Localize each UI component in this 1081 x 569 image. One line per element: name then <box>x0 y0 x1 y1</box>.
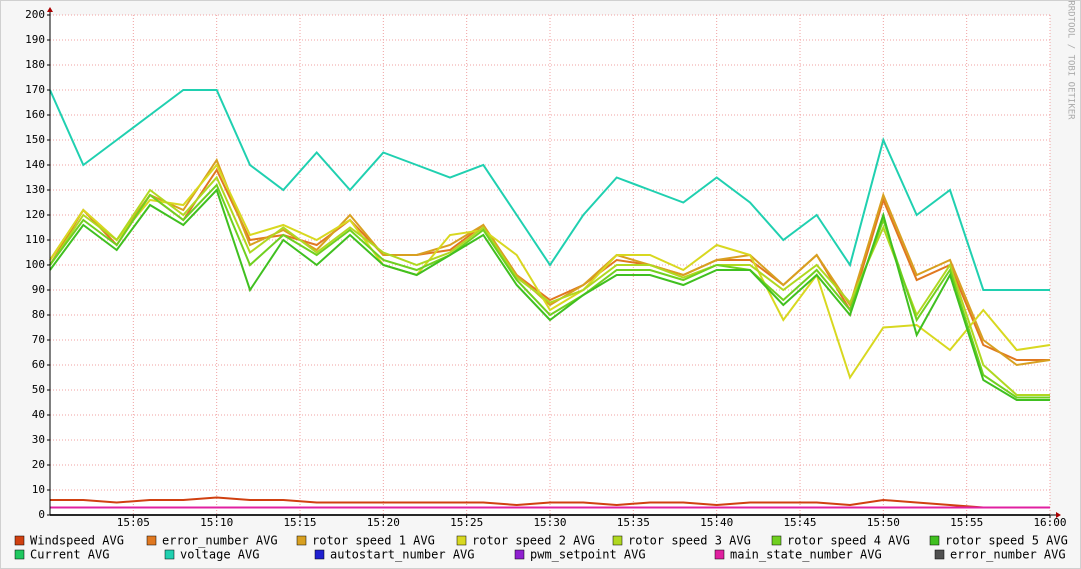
y-tick-label: 90 <box>32 283 45 296</box>
series-line <box>49 183 1050 399</box>
legend-label: rotor speed 1 AVG <box>312 534 435 548</box>
x-tick-label: 15:50 <box>867 516 900 529</box>
x-tick-label: 15:20 <box>367 516 400 529</box>
legend-swatch <box>612 535 623 546</box>
y-tick-label: 180 <box>25 58 45 71</box>
legend-label: voltage AVG <box>180 548 259 562</box>
y-tick-label: 110 <box>25 233 45 246</box>
legend-label: pwm_setpoint AVG <box>530 548 646 562</box>
x-tick-label: 15:30 <box>533 516 566 529</box>
y-tick-label: 20 <box>32 458 45 471</box>
legend-swatch <box>456 535 467 546</box>
y-tick-label: 190 <box>25 33 45 46</box>
legend-swatch <box>514 549 525 560</box>
y-tick-label: 60 <box>32 358 45 371</box>
y-tick-label: 130 <box>25 183 45 196</box>
legend-swatch <box>934 549 945 560</box>
series-line <box>49 89 1050 291</box>
axes: 0 10 20 30 40 50 60 70 80 90 100 110 120 130 140 150 160… <box>25 7 1067 529</box>
x-tick-label: 15:05 <box>117 516 150 529</box>
y-tick-label: 120 <box>25 208 45 221</box>
legend-label: error_number AVG <box>162 534 278 548</box>
x-tick-label: 15:45 <box>783 516 816 529</box>
y-tick-label: 160 <box>25 108 45 121</box>
legend: Windspeed AVG error_number AVG rotor speed… <box>14 534 1068 562</box>
legend-label: Current AVG <box>30 548 109 562</box>
y-tick-label: 150 <box>25 133 45 146</box>
x-tick-label: 15:25 <box>450 516 483 529</box>
y-tick-label: 100 <box>25 258 45 271</box>
y-tick-label: 70 <box>32 333 45 346</box>
legend-label: main_state_number AVG <box>730 548 882 562</box>
x-tick-label: 15:55 <box>950 516 983 529</box>
y-tick-label: 50 <box>32 383 45 396</box>
y-arrow <box>47 7 53 12</box>
y-tick-label: 170 <box>25 83 45 96</box>
legend-swatch <box>314 549 325 560</box>
series-line <box>49 188 1050 401</box>
legend-label: rotor speed 2 AVG <box>472 534 595 548</box>
legend-label: rotor speed 4 AVG <box>787 534 910 548</box>
legend-swatch <box>929 535 940 546</box>
legend-swatch <box>714 549 725 560</box>
legend-label: rotor speed 3 AVG <box>628 534 751 548</box>
y-tick-label: 140 <box>25 158 45 171</box>
y-tick-label: 40 <box>32 408 45 421</box>
legend-swatch <box>771 535 782 546</box>
y-tick-label: 0 <box>38 508 45 521</box>
legend-label: Windspeed AVG <box>30 534 124 548</box>
legend-swatch <box>146 535 157 546</box>
watermark: RRDTOOL / TOBI OETIKER <box>1066 0 1076 120</box>
series-line <box>49 157 1051 367</box>
series-line <box>49 167 1050 361</box>
x-tick-label: 15:15 <box>283 516 316 529</box>
legend-label: rotor speed 5 AVG <box>945 534 1068 548</box>
y-tick-label: 80 <box>32 308 45 321</box>
legend-label: error_number AVG <box>950 548 1066 562</box>
series-line <box>49 163 1051 380</box>
x-arrow <box>1056 512 1061 518</box>
y-tick-label: 10 <box>32 483 45 496</box>
x-tick-label: 15:40 <box>700 516 733 529</box>
y-tick-label: 30 <box>32 433 45 446</box>
series-line <box>49 175 1050 396</box>
x-tick-label: 16:00 <box>1033 516 1066 529</box>
x-tick-label: 15:10 <box>200 516 233 529</box>
legend-swatch <box>14 549 25 560</box>
series-line <box>50 496 1050 509</box>
legend-swatch <box>296 535 307 546</box>
y-tick-label: 200 <box>25 8 45 21</box>
legend-swatch <box>164 549 175 560</box>
legend-label: autostart_number AVG <box>330 548 475 562</box>
x-tick-label: 15:35 <box>617 516 650 529</box>
legend-swatch <box>14 535 25 546</box>
